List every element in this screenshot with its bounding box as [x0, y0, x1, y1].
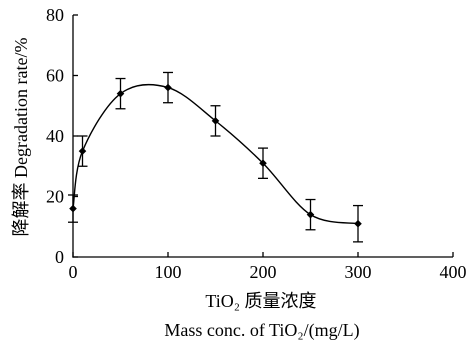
data-point	[78, 147, 87, 155]
y-tick-label: 60	[46, 66, 64, 86]
x-tick-label: 100	[155, 262, 182, 282]
y-tick-label: 80	[46, 5, 64, 25]
y-axis-title: 降解率 Degradation rate/%	[11, 38, 31, 237]
data-point	[211, 117, 220, 125]
data-point	[306, 210, 315, 219]
y-tick-label: 20	[46, 187, 64, 207]
x-axis-title-en: Mass conc. of TiO₂/(mg/L)	[164, 320, 359, 341]
x-axis-title-cn: TiO₂ 质量浓度	[205, 291, 316, 311]
data-point	[259, 159, 267, 168]
data-point	[116, 89, 125, 98]
data-point	[69, 204, 77, 213]
y-tick-label: 0	[55, 247, 64, 267]
data-point	[354, 219, 362, 228]
plot-area: 0 20 40 60 80 0 100 200 300 400	[46, 5, 467, 282]
x-tick-label: 0	[69, 262, 78, 282]
data-series	[68, 71, 363, 243]
x-tick-label: 200	[250, 262, 277, 282]
x-tick-label: 300	[345, 262, 372, 282]
axis-ticks: 0 20 40 60 80 0 100 200 300 400	[46, 5, 467, 282]
y-tick-label: 40	[46, 126, 64, 146]
series-line	[72, 84, 359, 225]
x-tick-label: 400	[440, 262, 467, 282]
data-point	[164, 83, 172, 92]
